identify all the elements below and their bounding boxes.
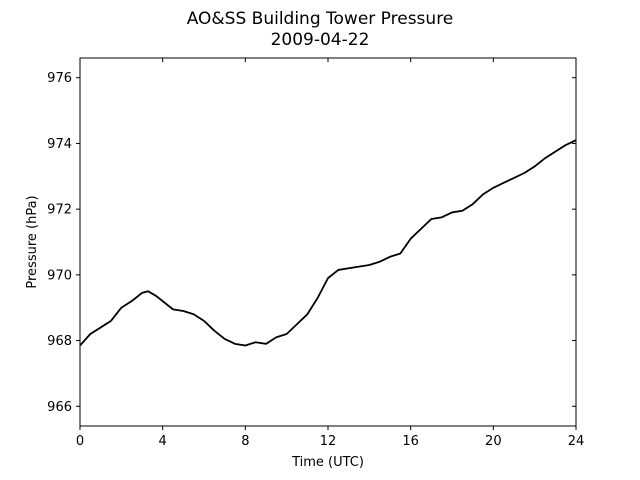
x-tick-label: 16	[402, 434, 419, 449]
y-tick-label: 966	[47, 400, 72, 415]
x-tick-label: 4	[159, 434, 167, 449]
chart-subtitle: 2009-04-22	[271, 30, 370, 50]
x-tick-label: 12	[320, 434, 337, 449]
y-axis: 966 968 970 972 974 976	[47, 71, 576, 415]
pressure-series-line	[79, 139, 577, 347]
x-tick-label: 8	[241, 434, 249, 449]
x-tick-label: 24	[568, 434, 585, 449]
y-tick-label: 970	[47, 268, 72, 283]
y-tick-label: 968	[47, 334, 72, 349]
x-tick-label: 20	[485, 434, 502, 449]
x-axis-label: Time (UTC)	[291, 455, 364, 470]
x-tick-label: 0	[76, 434, 84, 449]
y-tick-label: 974	[47, 137, 72, 152]
plot-area	[79, 57, 577, 427]
y-axis-label: Pressure (hPa)	[25, 195, 40, 288]
y-tick-label: 976	[47, 71, 72, 86]
x-axis: 0 4 8 12 16 20 24	[76, 58, 584, 449]
chart-title: AO&SS Building Tower Pressure	[187, 9, 454, 29]
plot-frame	[79, 57, 577, 427]
y-tick-label: 972	[47, 203, 72, 218]
